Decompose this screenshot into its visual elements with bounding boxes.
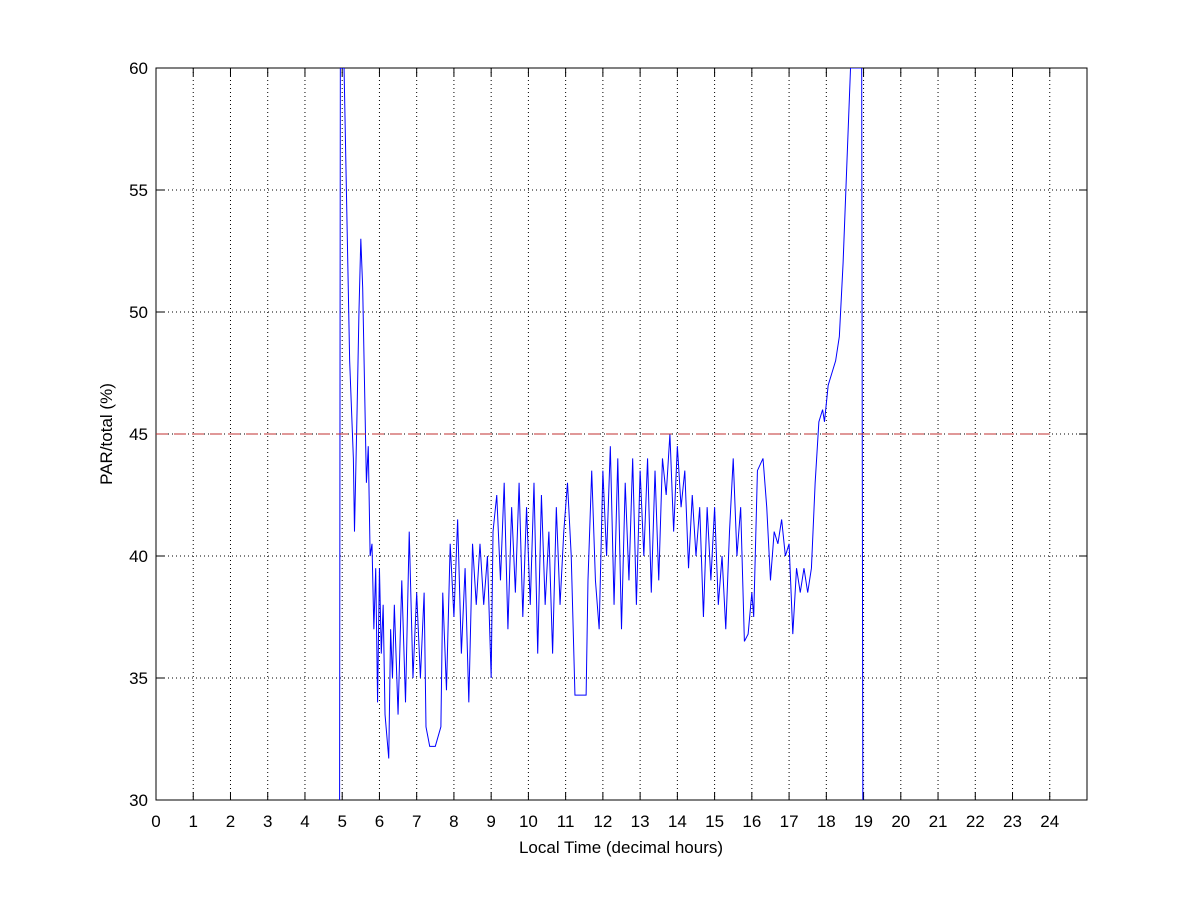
x-tick-label: 0 <box>151 812 160 831</box>
x-tick-label: 8 <box>449 812 458 831</box>
x-tick-label: 3 <box>263 812 272 831</box>
x-tick-label: 7 <box>412 812 421 831</box>
x-tick-label: 21 <box>929 812 948 831</box>
x-tick-label: 10 <box>519 812 538 831</box>
x-tick-label: 4 <box>300 812 309 831</box>
x-tick-label: 18 <box>817 812 836 831</box>
y-tick-label: 50 <box>129 303 148 322</box>
y-tick-label: 60 <box>129 59 148 78</box>
plot-frame <box>155 67 1088 801</box>
x-tick-label: 2 <box>226 812 235 831</box>
y-tick-label: 30 <box>129 791 148 810</box>
x-tick-label: 1 <box>189 812 198 831</box>
x-tick-label: 19 <box>854 812 873 831</box>
x-tick-label: 9 <box>486 812 495 831</box>
x-tick-label: 22 <box>966 812 985 831</box>
x-tick-label: 12 <box>593 812 612 831</box>
y-tick-label: 45 <box>129 425 148 444</box>
x-tick-label: 6 <box>375 812 384 831</box>
y-tick-label: 40 <box>129 547 148 566</box>
x-tick-label: 16 <box>742 812 761 831</box>
y-tick-label: 35 <box>129 669 148 688</box>
x-axis-label: Local Time (decimal hours) <box>519 838 723 857</box>
x-tick-label: 20 <box>891 812 910 831</box>
x-tick-label: 15 <box>705 812 724 831</box>
x-tick-label: 13 <box>631 812 650 831</box>
y-tick-label: 55 <box>129 181 148 200</box>
x-tick-label: 14 <box>668 812 687 831</box>
x-tick-label: 5 <box>337 812 346 831</box>
x-tick-label: 23 <box>1003 812 1022 831</box>
y-axis-label: PAR/total (%) <box>97 383 116 485</box>
x-tick-label: 11 <box>557 812 575 831</box>
data-line <box>339 68 864 800</box>
x-tick-label: 24 <box>1040 812 1059 831</box>
x-tick-label: 17 <box>780 812 799 831</box>
